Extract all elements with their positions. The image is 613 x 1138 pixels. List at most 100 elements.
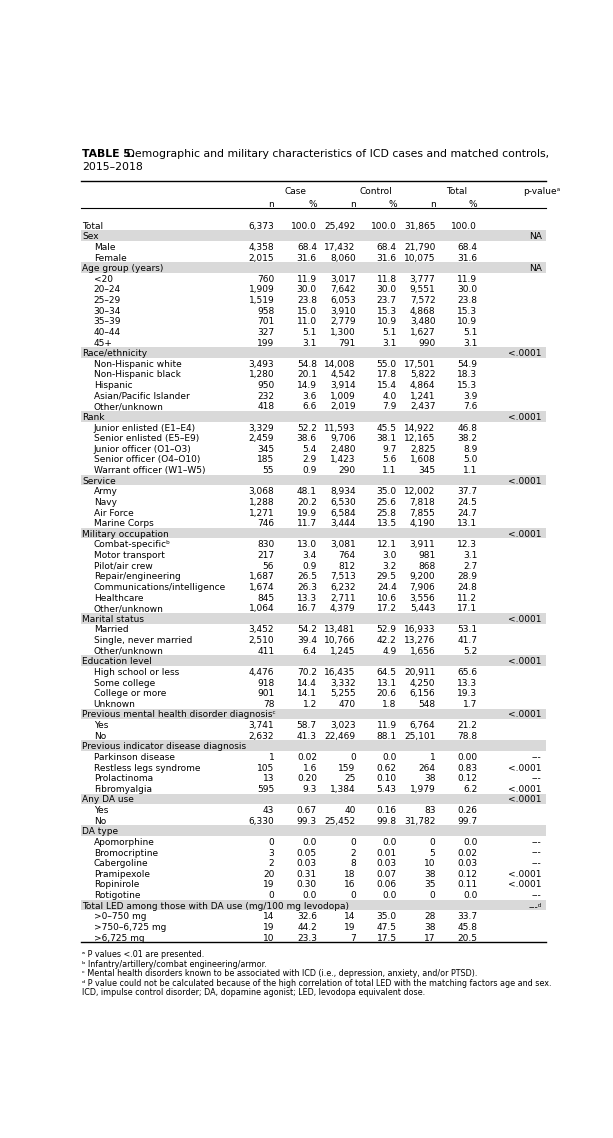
Bar <box>82 411 546 421</box>
Text: 14.9: 14.9 <box>297 381 317 390</box>
Text: 217: 217 <box>257 551 274 560</box>
Text: 7,818: 7,818 <box>409 498 435 506</box>
Text: 7,572: 7,572 <box>410 296 435 305</box>
Text: 2,825: 2,825 <box>410 445 435 454</box>
Text: 746: 746 <box>257 519 274 528</box>
Text: 2,459: 2,459 <box>249 435 274 443</box>
Text: 31,782: 31,782 <box>404 817 435 826</box>
Text: 3,911: 3,911 <box>409 541 435 550</box>
Text: 52.2: 52.2 <box>297 423 317 432</box>
Text: 2,632: 2,632 <box>249 732 274 741</box>
Text: 35: 35 <box>424 881 435 890</box>
Text: 23.8: 23.8 <box>297 296 317 305</box>
Text: 30.0: 30.0 <box>297 286 317 295</box>
Text: ---: --- <box>532 849 542 858</box>
Text: Ropinirole: Ropinirole <box>94 881 139 890</box>
Text: 1.2: 1.2 <box>303 700 317 709</box>
Text: 1,656: 1,656 <box>409 646 435 655</box>
Text: 0.03: 0.03 <box>297 859 317 868</box>
Bar <box>82 475 546 486</box>
Text: 5.2: 5.2 <box>463 646 478 655</box>
Text: 0.62: 0.62 <box>377 764 397 773</box>
Text: 32.6: 32.6 <box>297 913 317 922</box>
Text: 2015–2018: 2015–2018 <box>82 163 143 172</box>
Text: 11.8: 11.8 <box>376 274 397 283</box>
Text: <.0001: <.0001 <box>508 795 542 805</box>
Text: 52.9: 52.9 <box>377 626 397 634</box>
Text: TABLE 5.: TABLE 5. <box>82 149 135 159</box>
Text: 15.0: 15.0 <box>297 306 317 315</box>
Text: Bromocriptine: Bromocriptine <box>94 849 158 858</box>
Text: 20: 20 <box>263 869 274 879</box>
Text: Communications/intelligence: Communications/intelligence <box>94 583 226 592</box>
Text: College or more: College or more <box>94 690 166 699</box>
Text: 55: 55 <box>263 467 274 475</box>
Text: 17.1: 17.1 <box>457 604 478 613</box>
Text: 13.5: 13.5 <box>376 519 397 528</box>
Text: Senior officer (O4–O10): Senior officer (O4–O10) <box>94 455 200 464</box>
Text: 0: 0 <box>268 838 274 847</box>
Text: 6,584: 6,584 <box>330 509 356 518</box>
Text: 88.1: 88.1 <box>376 732 397 741</box>
Text: 0.30: 0.30 <box>297 881 317 890</box>
Text: Army: Army <box>94 487 118 496</box>
Text: 3,741: 3,741 <box>249 721 274 731</box>
Text: 19: 19 <box>263 923 274 932</box>
Text: <20: <20 <box>94 274 113 283</box>
Text: n: n <box>268 199 274 208</box>
Text: 41.7: 41.7 <box>457 636 478 645</box>
Text: 0.16: 0.16 <box>376 806 397 815</box>
Text: NA: NA <box>529 232 542 241</box>
Text: 30.0: 30.0 <box>376 286 397 295</box>
Text: 38.6: 38.6 <box>297 435 317 443</box>
Text: Pramipexole: Pramipexole <box>94 869 150 879</box>
Text: <.0001: <.0001 <box>508 349 542 358</box>
Text: 5: 5 <box>430 849 435 858</box>
Text: 8.9: 8.9 <box>463 445 478 454</box>
Text: 0.02: 0.02 <box>457 849 478 858</box>
Text: 11.9: 11.9 <box>297 274 317 283</box>
Text: Non-Hispanic white: Non-Hispanic white <box>94 360 181 369</box>
Text: 39.4: 39.4 <box>297 636 317 645</box>
Text: 3,068: 3,068 <box>248 487 274 496</box>
Text: 2: 2 <box>350 849 356 858</box>
Text: 0: 0 <box>350 838 356 847</box>
Text: 7,642: 7,642 <box>330 286 356 295</box>
Text: 15.4: 15.4 <box>377 381 397 390</box>
Text: 2.9: 2.9 <box>303 455 317 464</box>
Text: 0: 0 <box>430 891 435 900</box>
Text: 0.05: 0.05 <box>297 849 317 858</box>
Text: Any DA use: Any DA use <box>82 795 134 805</box>
Text: NA: NA <box>529 264 542 273</box>
Text: 31,865: 31,865 <box>404 222 435 231</box>
Text: 6.6: 6.6 <box>302 402 317 411</box>
Text: 6,156: 6,156 <box>409 690 435 699</box>
Text: 764: 764 <box>338 551 356 560</box>
Text: 16,933: 16,933 <box>404 626 435 634</box>
Text: 1,608: 1,608 <box>409 455 435 464</box>
Text: Military occupation: Military occupation <box>82 530 169 538</box>
Text: 58.7: 58.7 <box>297 721 317 731</box>
Text: 1: 1 <box>430 753 435 762</box>
Text: 2,510: 2,510 <box>249 636 274 645</box>
Text: 38.2: 38.2 <box>457 435 478 443</box>
Text: 0.0: 0.0 <box>383 838 397 847</box>
Text: 1.1: 1.1 <box>383 467 397 475</box>
Text: ᵇ Infantry/artillery/combat engineering/armor.: ᵇ Infantry/artillery/combat engineering/… <box>82 959 267 968</box>
Text: 13,481: 13,481 <box>324 626 356 634</box>
Text: 64.5: 64.5 <box>377 668 397 677</box>
Text: Marine Corps: Marine Corps <box>94 519 153 528</box>
Text: 3,444: 3,444 <box>330 519 356 528</box>
Text: 25,101: 25,101 <box>404 732 435 741</box>
Text: 6.2: 6.2 <box>463 785 478 794</box>
Text: 11,593: 11,593 <box>324 423 356 432</box>
Text: 38: 38 <box>424 923 435 932</box>
Text: 3,777: 3,777 <box>409 274 435 283</box>
Text: 19: 19 <box>263 881 274 890</box>
Text: 13.3: 13.3 <box>297 594 317 602</box>
Text: 0.01: 0.01 <box>376 849 397 858</box>
Text: 45+: 45+ <box>94 338 113 347</box>
Text: 46.8: 46.8 <box>457 423 478 432</box>
Text: 2: 2 <box>268 859 274 868</box>
Text: 17.5: 17.5 <box>376 933 397 942</box>
